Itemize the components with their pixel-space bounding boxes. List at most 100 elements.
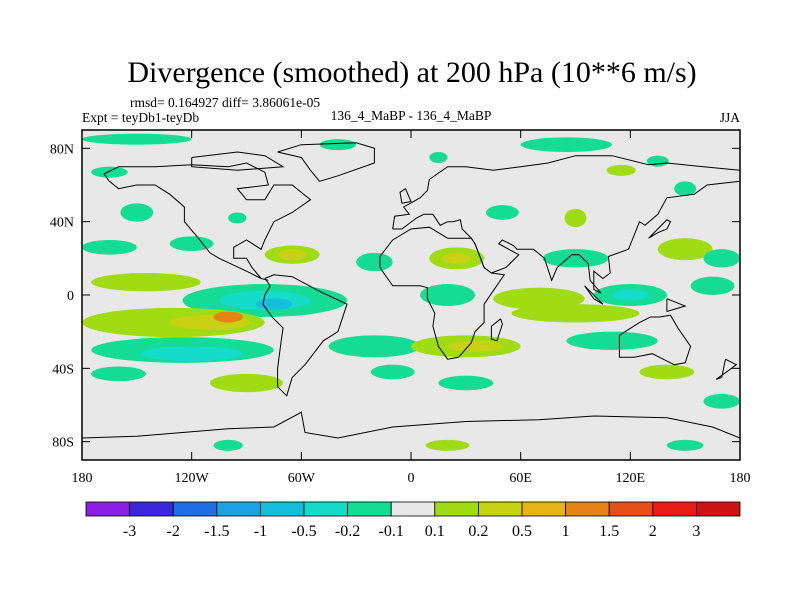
- colorbar-box-8: [434, 501, 479, 517]
- region-4: [520, 137, 613, 153]
- region-2: [319, 139, 357, 151]
- coastline-12: [191, 151, 285, 171]
- y-axis: 80N 40N 0 40S 80S: [50, 142, 740, 451]
- region-19: [542, 249, 609, 268]
- region-26: [420, 284, 475, 306]
- region-30: [690, 276, 735, 296]
- colorbar-box-14: [696, 501, 741, 517]
- region-5: [606, 164, 636, 176]
- colorbar-label: -0.2: [335, 523, 360, 540]
- y-tick-label: 0: [67, 289, 74, 304]
- colorbar-label: -1.5: [204, 523, 229, 540]
- region-44: [438, 375, 494, 391]
- colorbar-box-10: [521, 501, 566, 517]
- y-tick-label: 40N: [50, 216, 74, 231]
- divergence-regions: [82, 133, 740, 451]
- colorbar-box-0: [85, 501, 130, 517]
- region-41: [91, 366, 146, 382]
- region-15: [277, 249, 307, 261]
- region-11: [674, 181, 697, 197]
- experiment-label: Expt = teyDb1-teyDb: [82, 110, 199, 125]
- region-22: [91, 273, 201, 292]
- coastline-13: [715, 358, 738, 380]
- region-20: [657, 238, 713, 261]
- x-tick-label: 120W: [175, 471, 210, 486]
- season-label: JJA: [720, 110, 741, 125]
- colorbar-box-5: [303, 501, 348, 517]
- coastline-11: [490, 318, 503, 342]
- colorbar: -3 -2 -1.5 -1 -0.5 -0.2 -0.1 0.1 0.2 0.5 1 1.5 2 3: [85, 501, 741, 540]
- colorbar-label: -0.1: [379, 523, 404, 540]
- coastline-10: [399, 187, 412, 204]
- x-tick-label: 60W: [288, 471, 316, 486]
- colorbar-box-12: [608, 501, 654, 517]
- region-0: [82, 133, 192, 145]
- region-29: [612, 289, 649, 301]
- coastline-7: [584, 285, 604, 305]
- y-tick-label: 80N: [50, 142, 74, 157]
- region-48: [213, 439, 243, 451]
- chart-title: Divergence (smoothed) at 200 hPa (10**6 …: [127, 56, 696, 89]
- colorbar-label: -1: [254, 523, 267, 540]
- region-49: [666, 439, 704, 451]
- colorbar-label: 0.5: [512, 523, 532, 540]
- colorbar-label: 0.1: [425, 523, 445, 540]
- colorbar-box-11: [565, 501, 610, 517]
- colorbar-box-4: [259, 501, 305, 517]
- colorbar-box-13: [652, 501, 697, 517]
- case-label: 136_4_MaBP - 136_4_MaBP: [331, 108, 492, 123]
- region-39: [447, 340, 503, 352]
- region-37: [328, 335, 421, 358]
- region-27: [493, 287, 585, 310]
- region-33: [213, 311, 243, 323]
- region-13: [169, 236, 214, 252]
- region-40: [566, 331, 658, 351]
- coastline-0: [103, 162, 312, 281]
- y-tick-label: 80S: [52, 436, 74, 451]
- region-47: [425, 439, 470, 451]
- region-18: [442, 252, 472, 264]
- region-16: [356, 252, 393, 272]
- colorbar-label: 1.5: [599, 523, 619, 540]
- colorbar-box-7: [390, 501, 436, 517]
- region-12: [82, 240, 137, 255]
- coastline-4: [618, 314, 692, 366]
- y-tick-label: 40S: [52, 362, 74, 377]
- x-tick-label: 60E: [509, 471, 532, 486]
- region-34: [511, 304, 640, 323]
- region-21: [703, 249, 740, 268]
- colorbar-label: -0.5: [291, 523, 316, 540]
- coastline-9: [648, 219, 672, 239]
- coastline-8: [666, 298, 687, 313]
- region-46: [703, 394, 740, 409]
- coastline-3: [379, 226, 506, 360]
- colorbar-box-3: [216, 501, 261, 517]
- region-8: [228, 212, 247, 224]
- region-25: [255, 298, 293, 310]
- region-42: [209, 373, 284, 393]
- region-7: [120, 203, 154, 222]
- colorbar-box-2: [172, 501, 218, 517]
- coastline-5: [277, 142, 375, 182]
- region-45: [639, 364, 695, 380]
- region-9: [485, 205, 519, 220]
- colorbar-box-9: [477, 501, 523, 517]
- stats-label: rmsd= 0.164927 diff= 3.86061e-05: [130, 95, 320, 110]
- colorbar-label: 0.2: [468, 523, 488, 540]
- colorbar-label: -3: [123, 523, 136, 540]
- colorbar-label: 2: [649, 523, 657, 540]
- x-tick-label: 180: [72, 471, 93, 486]
- coastlines: [82, 142, 740, 439]
- x-tick-label: 0: [408, 471, 415, 486]
- x-tick-label: 120E: [616, 471, 646, 486]
- x-axis: 180 120W 60W 0 60E 120E 180: [72, 130, 751, 486]
- region-6: [646, 155, 669, 167]
- colorbar-label: 1: [562, 523, 570, 540]
- region-3: [429, 152, 448, 163]
- region-43: [370, 364, 415, 380]
- region-10: [564, 208, 587, 228]
- region-1: [91, 166, 128, 178]
- region-36: [140, 346, 243, 361]
- coastline-1: [262, 274, 348, 397]
